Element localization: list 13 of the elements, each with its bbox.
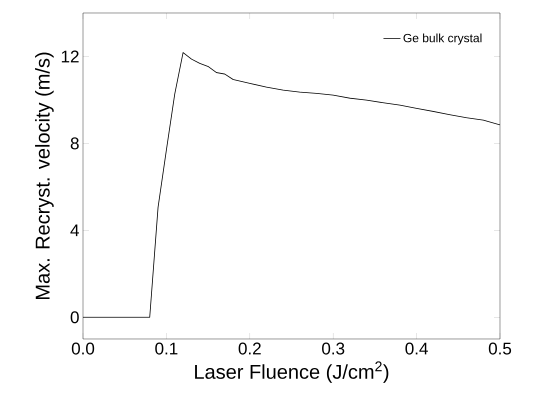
y-tick-label: 4 [70,224,79,236]
y-tick-label: 8 [70,137,79,150]
x-tick-label: 0.0 [72,342,94,355]
x-axis-title: Laser Fluence (J/cm$^{2}$) [195,361,388,383]
y-axis-title: Max. Recryst. velocity (m/s) [35,52,54,299]
x-tick-label: 0.4 [405,342,428,355]
legend-label: Ge bulk crystal [404,34,482,45]
x-tick-label: 0.5 [488,342,512,355]
x-tick-label: 0.1 [155,342,178,355]
y-tick-label: 0 [70,311,79,324]
x-tick-label: 0.3 [322,342,344,355]
y-tick-label: 12 [62,50,79,62]
x-tick-label: 0.2 [238,342,261,355]
